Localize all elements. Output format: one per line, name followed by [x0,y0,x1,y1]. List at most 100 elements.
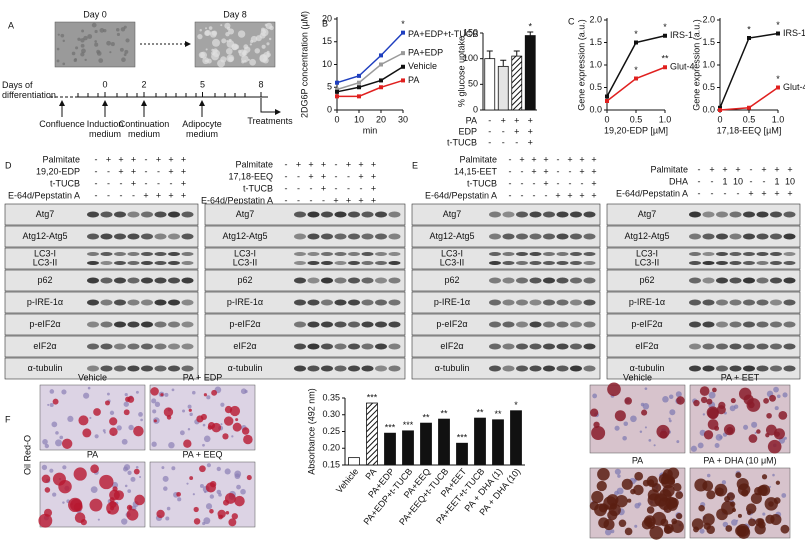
treatment-label: Palmitate [650,164,688,174]
band [529,211,542,218]
band [168,261,180,265]
lane-sign: + [118,154,123,164]
band [783,211,796,218]
band [100,321,113,328]
treatment-label: E-64d/Pepstatin A [616,188,688,198]
lipid-droplet [775,480,781,485]
data-point [663,65,667,70]
band [716,299,728,306]
band [294,277,306,284]
series-label: PA+EDP [408,48,443,58]
cell [163,486,168,491]
image-caption: PA [87,449,98,459]
band [689,299,701,306]
cell [622,435,627,441]
x-axis-label: 19,20-EDP [µM] [604,125,668,135]
band [181,343,194,350]
band [154,343,167,350]
cell [614,425,620,431]
cell [708,391,716,399]
band [529,299,542,306]
cell [206,395,211,400]
cell [234,470,242,478]
cell [186,482,189,485]
lane-sign: + [579,166,584,176]
band [729,261,742,265]
condition-label: t-TUCB [447,137,477,147]
cell [128,424,134,431]
lane-sign: + [168,190,173,200]
band [375,321,387,328]
band [716,321,728,328]
band [334,211,347,218]
y-tick-label: 0.35 [322,392,340,402]
band [114,252,126,256]
lipid-droplet [747,510,752,515]
significance: *** [385,423,396,433]
band [348,365,360,372]
x-tick-label: 30 [398,114,408,124]
band [87,252,99,256]
band [770,365,782,372]
y-tick-label: 0.15 [322,459,340,469]
band [516,277,528,284]
band [489,233,501,240]
band [489,277,501,284]
lipid-droplet [698,504,705,512]
cell [187,428,191,431]
image-caption: Vehicle [78,372,107,382]
cell [648,439,652,442]
band [570,261,582,265]
band [154,211,167,218]
lipid-droplet [73,467,87,481]
cell [106,40,111,46]
cell [743,424,749,430]
protein-label: p62 [237,275,252,285]
band [502,321,515,328]
lane-sign: + [761,188,766,198]
lipid-droplet [641,409,648,416]
protein-label: p-IRE-1α [27,297,63,307]
lane-sign: + [579,154,584,164]
band [100,365,113,372]
lane-sign: - [285,195,288,205]
protein-label: LC3-II [440,257,465,267]
band [583,343,596,350]
cell [610,529,615,534]
lipid-droplet [44,487,51,493]
lipid-droplet [232,422,242,432]
lane-sign: + [371,183,376,193]
protein-label: p-eIF2α [229,319,260,329]
lane-sign: - [545,190,548,200]
lipid-droplet [700,396,708,404]
series-label: Vehicle [408,61,437,71]
lipid-droplet [196,415,204,423]
data-point [401,51,405,56]
lane-sign: - [322,195,325,205]
band [388,343,401,350]
band [583,321,596,328]
cell [124,392,128,397]
lane-sign: + [543,166,548,176]
lane-sign: + [543,178,548,188]
cell [94,42,99,47]
lipid-droplet [156,509,165,519]
lipid-droplet [649,525,664,540]
band [375,277,387,284]
lane-sign: + [296,159,301,169]
x-tick-label: 1.0 [659,114,672,124]
band [154,299,167,306]
cell [102,429,106,432]
x-tick-label: 0 [334,114,339,124]
lane-sign: + [321,159,326,169]
error-bar [513,50,520,57]
band [334,277,347,284]
lipid-droplet [52,472,66,486]
condition-sign: + [528,137,533,147]
lipid-droplet [153,419,157,423]
band [334,343,347,350]
cell [212,38,220,47]
x-axis-label: 17,18-EEQ [µM] [717,125,782,135]
lipid-droplet [199,465,206,473]
band [529,252,542,256]
